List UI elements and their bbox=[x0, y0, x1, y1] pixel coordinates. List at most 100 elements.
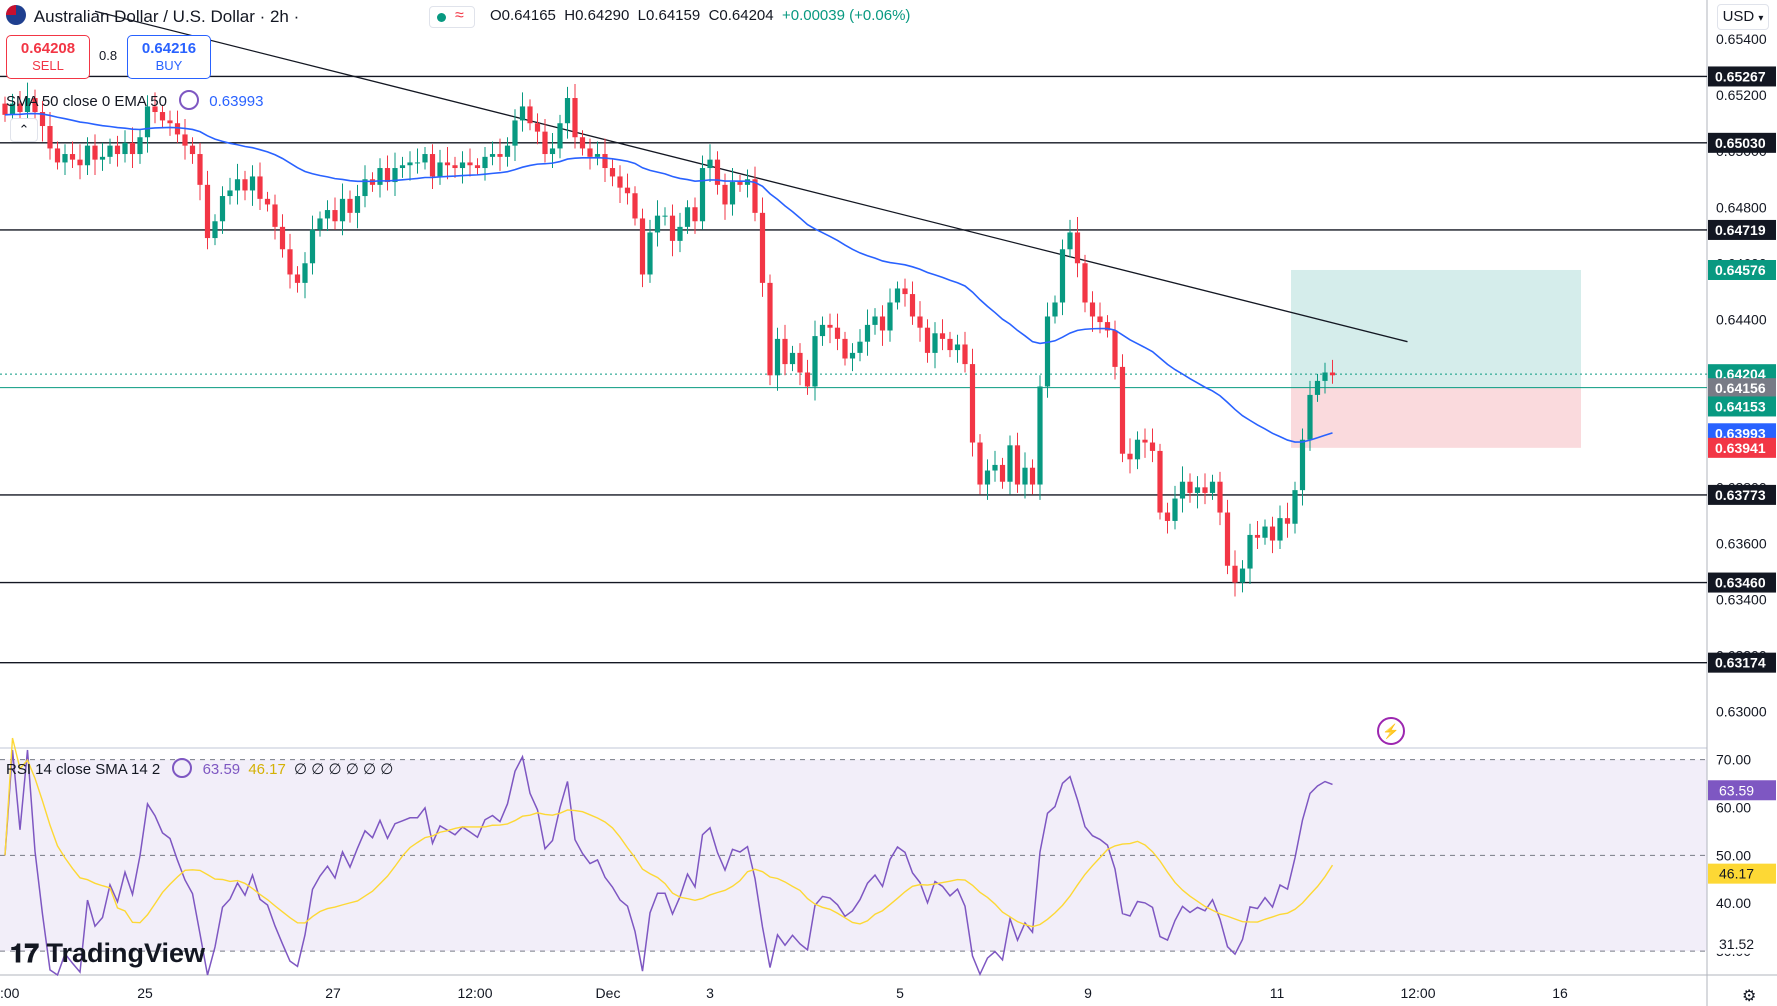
candle-body[interactable] bbox=[429, 154, 436, 177]
candle-body[interactable] bbox=[1299, 439, 1306, 491]
candle-body[interactable] bbox=[797, 352, 803, 373]
candle-body[interactable] bbox=[114, 145, 121, 155]
candle-body[interactable] bbox=[9, 103, 16, 115]
settings-gear-icon[interactable]: ⚙ bbox=[1742, 988, 1757, 1005]
candle-body[interactable] bbox=[782, 338, 788, 365]
candle-body[interactable] bbox=[872, 316, 878, 325]
candle-body[interactable] bbox=[932, 333, 938, 353]
candle-body[interactable] bbox=[662, 215, 668, 217]
candle-body[interactable] bbox=[1247, 534, 1253, 569]
candle-body[interactable] bbox=[557, 123, 563, 149]
position-target-zone[interactable] bbox=[1291, 269, 1581, 388]
candle-body[interactable] bbox=[1202, 487, 1208, 493]
candle-body[interactable] bbox=[167, 120, 173, 124]
candle-body[interactable] bbox=[399, 165, 406, 169]
candle-body[interactable] bbox=[759, 212, 766, 283]
candle-body[interactable] bbox=[474, 165, 481, 169]
candle-body[interactable] bbox=[294, 274, 301, 283]
candle-body[interactable] bbox=[84, 145, 91, 166]
candle-body[interactable] bbox=[669, 215, 676, 241]
candle-body[interactable] bbox=[894, 288, 901, 303]
candle-body[interactable] bbox=[1149, 442, 1156, 451]
tradingview-logo[interactable]: 𝟏𝟕 TradingView bbox=[10, 938, 205, 970]
candle-body[interactable] bbox=[737, 182, 743, 185]
candle-body[interactable] bbox=[1157, 450, 1163, 513]
candle-body[interactable] bbox=[579, 137, 586, 149]
candle-body[interactable] bbox=[279, 226, 286, 250]
candle-body[interactable] bbox=[992, 464, 998, 471]
candle-body[interactable] bbox=[864, 324, 871, 342]
candle-body[interactable] bbox=[1142, 439, 1148, 443]
candle-body[interactable] bbox=[92, 145, 98, 160]
sell-button[interactable]: 0.64208 SELL bbox=[6, 35, 90, 79]
candle-body[interactable] bbox=[1067, 232, 1073, 250]
candle-body[interactable] bbox=[1179, 481, 1186, 499]
candle-body[interactable] bbox=[527, 106, 533, 124]
ma-legend[interactable]: SMA 50 close 0 EMA 50 0.63993 bbox=[6, 90, 264, 110]
candle-body[interactable] bbox=[39, 112, 46, 127]
candle-body[interactable] bbox=[62, 154, 68, 163]
candle-body[interactable] bbox=[152, 106, 158, 113]
candle-body[interactable] bbox=[879, 316, 886, 331]
candle-body[interactable] bbox=[309, 229, 316, 264]
candle-body[interactable] bbox=[1314, 380, 1321, 395]
candle-body[interactable] bbox=[954, 344, 961, 351]
rsi-settings-icon[interactable] bbox=[172, 758, 193, 778]
candle-body[interactable] bbox=[707, 159, 713, 169]
candle-body[interactable] bbox=[32, 98, 38, 113]
candle-body[interactable] bbox=[684, 207, 691, 227]
candle-body[interactable] bbox=[354, 196, 361, 213]
candle-body[interactable] bbox=[407, 162, 413, 166]
candle-body[interactable] bbox=[834, 327, 841, 339]
candle-body[interactable] bbox=[1262, 526, 1268, 538]
candle-body[interactable] bbox=[534, 123, 541, 132]
candle-body[interactable] bbox=[542, 131, 548, 155]
candle-body[interactable] bbox=[242, 179, 248, 191]
candle-body[interactable] bbox=[1037, 386, 1043, 485]
candle-body[interactable] bbox=[99, 156, 106, 160]
candle-body[interactable] bbox=[692, 207, 698, 222]
candle-body[interactable] bbox=[504, 145, 511, 157]
candle-body[interactable] bbox=[174, 123, 181, 135]
candle-body[interactable] bbox=[1172, 498, 1178, 521]
candle-body[interactable] bbox=[1329, 372, 1336, 376]
buy-button[interactable]: 0.64216 BUY bbox=[127, 35, 211, 79]
candle-body[interactable] bbox=[384, 168, 391, 183]
candle-body[interactable] bbox=[647, 232, 653, 275]
candle-body[interactable] bbox=[909, 294, 916, 317]
candle-body[interactable] bbox=[939, 333, 946, 339]
candle-body[interactable] bbox=[812, 336, 818, 387]
candle-body[interactable] bbox=[122, 142, 128, 155]
candle-body[interactable] bbox=[984, 470, 991, 485]
candle-body[interactable] bbox=[804, 372, 811, 387]
candle-body[interactable] bbox=[137, 137, 143, 155]
candle-body[interactable] bbox=[414, 162, 421, 164]
candle-body[interactable] bbox=[587, 148, 593, 157]
candle-body[interactable] bbox=[677, 226, 683, 241]
candle-body[interactable] bbox=[347, 198, 353, 213]
symbol-title[interactable]: Australian Dollar / U.S. Dollar · 2h · bbox=[33, 7, 300, 26]
candle-body[interactable] bbox=[1014, 445, 1021, 485]
collapse-legend-button[interactable]: ⌃ bbox=[10, 118, 38, 142]
candle-body[interactable] bbox=[729, 182, 736, 205]
candle-body[interactable] bbox=[767, 282, 773, 376]
currency-selector[interactable]: USD ▾ bbox=[1717, 4, 1769, 30]
candle-body[interactable] bbox=[744, 179, 751, 185]
candle-body[interactable] bbox=[1007, 445, 1013, 482]
candle-body[interactable] bbox=[1194, 487, 1201, 493]
candle-body[interactable] bbox=[302, 263, 308, 283]
candle-body[interactable] bbox=[512, 120, 518, 146]
candle-body[interactable] bbox=[639, 218, 646, 275]
candle-body[interactable] bbox=[1164, 512, 1171, 521]
candle-body[interactable] bbox=[519, 106, 526, 121]
candle-body[interactable] bbox=[594, 154, 601, 157]
candle-body[interactable] bbox=[1269, 526, 1276, 541]
candle-body[interactable] bbox=[272, 204, 278, 227]
candle-body[interactable] bbox=[714, 159, 721, 185]
candle-body[interactable] bbox=[564, 98, 571, 124]
rsi-legend[interactable]: RSI 14 close SMA 14 2 63.59 46.17 ∅ ∅ ∅ … bbox=[6, 758, 393, 778]
candle-body[interactable] bbox=[549, 148, 556, 155]
candle-body[interactable] bbox=[77, 159, 83, 166]
candle-body[interactable] bbox=[752, 179, 758, 213]
candle-body[interactable] bbox=[1097, 316, 1103, 323]
